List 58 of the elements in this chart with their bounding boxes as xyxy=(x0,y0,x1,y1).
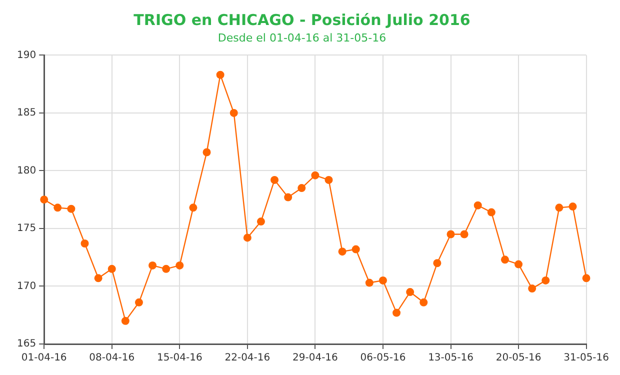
point xyxy=(67,204,76,213)
x-tick-label: 31-05-16 xyxy=(564,352,609,364)
point xyxy=(433,259,442,268)
point xyxy=(230,108,238,117)
y-tick-label: 185 xyxy=(16,108,36,119)
y-tick-label: 165 xyxy=(16,338,36,350)
x-tick-label: 01-04-16 xyxy=(21,352,67,364)
point xyxy=(378,276,387,284)
point xyxy=(514,260,523,268)
point xyxy=(568,202,577,211)
point xyxy=(392,308,401,317)
point xyxy=(243,234,252,242)
point xyxy=(94,274,102,282)
y-tick-label: 180 xyxy=(16,165,36,176)
point xyxy=(148,261,157,270)
point xyxy=(162,264,170,273)
x-tick-label: 06-05-16 xyxy=(360,352,406,364)
point xyxy=(474,201,482,210)
x-tick-label: 22-04-16 xyxy=(224,352,270,364)
point xyxy=(176,261,184,270)
y-tick-label: 175 xyxy=(16,223,36,234)
point xyxy=(406,288,414,296)
point xyxy=(189,204,198,212)
point xyxy=(121,316,130,325)
point xyxy=(40,196,48,204)
point xyxy=(270,176,279,184)
x-tick-label: 29-04-16 xyxy=(292,352,338,364)
point xyxy=(365,278,374,287)
y-tick-label: 170 xyxy=(16,280,36,292)
point xyxy=(324,176,333,184)
x-tick-label: 08-04-16 xyxy=(89,352,135,364)
point xyxy=(338,248,346,256)
point xyxy=(80,240,89,248)
point xyxy=(311,171,320,180)
point xyxy=(460,230,468,238)
point xyxy=(256,218,265,226)
chart-title: TRIGO en CHICAGO - Posición Julio 2016 xyxy=(134,10,470,29)
point xyxy=(352,245,360,254)
point xyxy=(134,298,143,306)
point xyxy=(528,284,536,293)
x-tick-label: 15-04-16 xyxy=(156,352,202,364)
point xyxy=(542,276,550,284)
point xyxy=(500,256,509,264)
point xyxy=(420,298,428,306)
point xyxy=(216,70,224,79)
point xyxy=(446,230,455,238)
point xyxy=(202,148,211,156)
point xyxy=(555,204,564,212)
point xyxy=(54,204,62,212)
point xyxy=(487,208,496,216)
y-tick-label: 190 xyxy=(16,50,36,61)
x-tick-label: 13-05-16 xyxy=(428,352,474,364)
point xyxy=(284,193,292,202)
point xyxy=(582,274,590,282)
x-tick-label: 20-05-16 xyxy=(496,352,542,364)
chart-subtitle: Desde el 01-04-16 al 31-05-16 xyxy=(218,31,386,44)
point xyxy=(108,264,116,273)
point xyxy=(298,184,306,192)
